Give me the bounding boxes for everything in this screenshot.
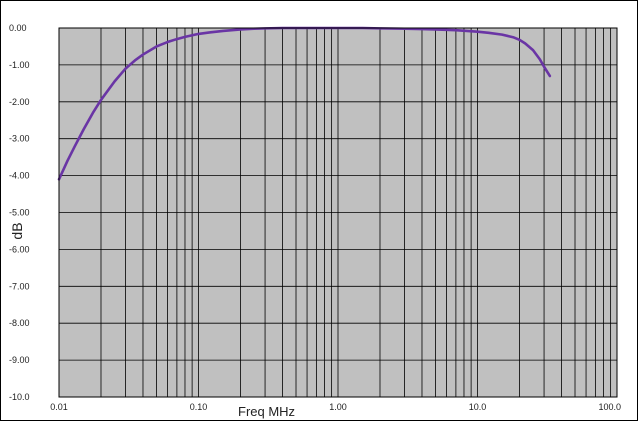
y-tick-label: -2.00 bbox=[9, 97, 30, 107]
y-tick-label: -7.00 bbox=[9, 281, 30, 291]
plot-frame bbox=[58, 27, 618, 398]
x-tick-label: 100.0 bbox=[598, 402, 621, 412]
y-tick-label: -3.00 bbox=[9, 134, 30, 144]
y-axis-title: dB bbox=[9, 222, 25, 239]
grid-lines bbox=[58, 27, 617, 398]
x-tick-labels: 0.01 0.10 1.00 10.0 100.0 bbox=[50, 402, 621, 412]
x-tick-label: 1.00 bbox=[329, 402, 347, 412]
y-tick-label: -5.00 bbox=[9, 208, 30, 218]
y-tick-label: -6.00 bbox=[9, 244, 30, 254]
y-tick-label: -8.00 bbox=[9, 318, 30, 328]
x-tick-label: 0.10 bbox=[190, 402, 208, 412]
y-tick-label: -10.0 bbox=[9, 392, 30, 402]
y-tick-label: 0.00 bbox=[9, 23, 27, 33]
y-tick-label: -9.00 bbox=[9, 355, 30, 365]
y-tick-label: -1.00 bbox=[9, 60, 30, 70]
x-axis-title: Freq MHz bbox=[238, 404, 295, 419]
y-tick-labels: 0.00 -1.00 -2.00 -3.00 -4.00 -5.00 -6.00 -7.00 -… bbox=[9, 23, 30, 402]
x-tick-label: 10.0 bbox=[469, 402, 487, 412]
x-tick-label: 0.01 bbox=[50, 402, 68, 412]
y-tick-label: -4.00 bbox=[9, 171, 30, 181]
